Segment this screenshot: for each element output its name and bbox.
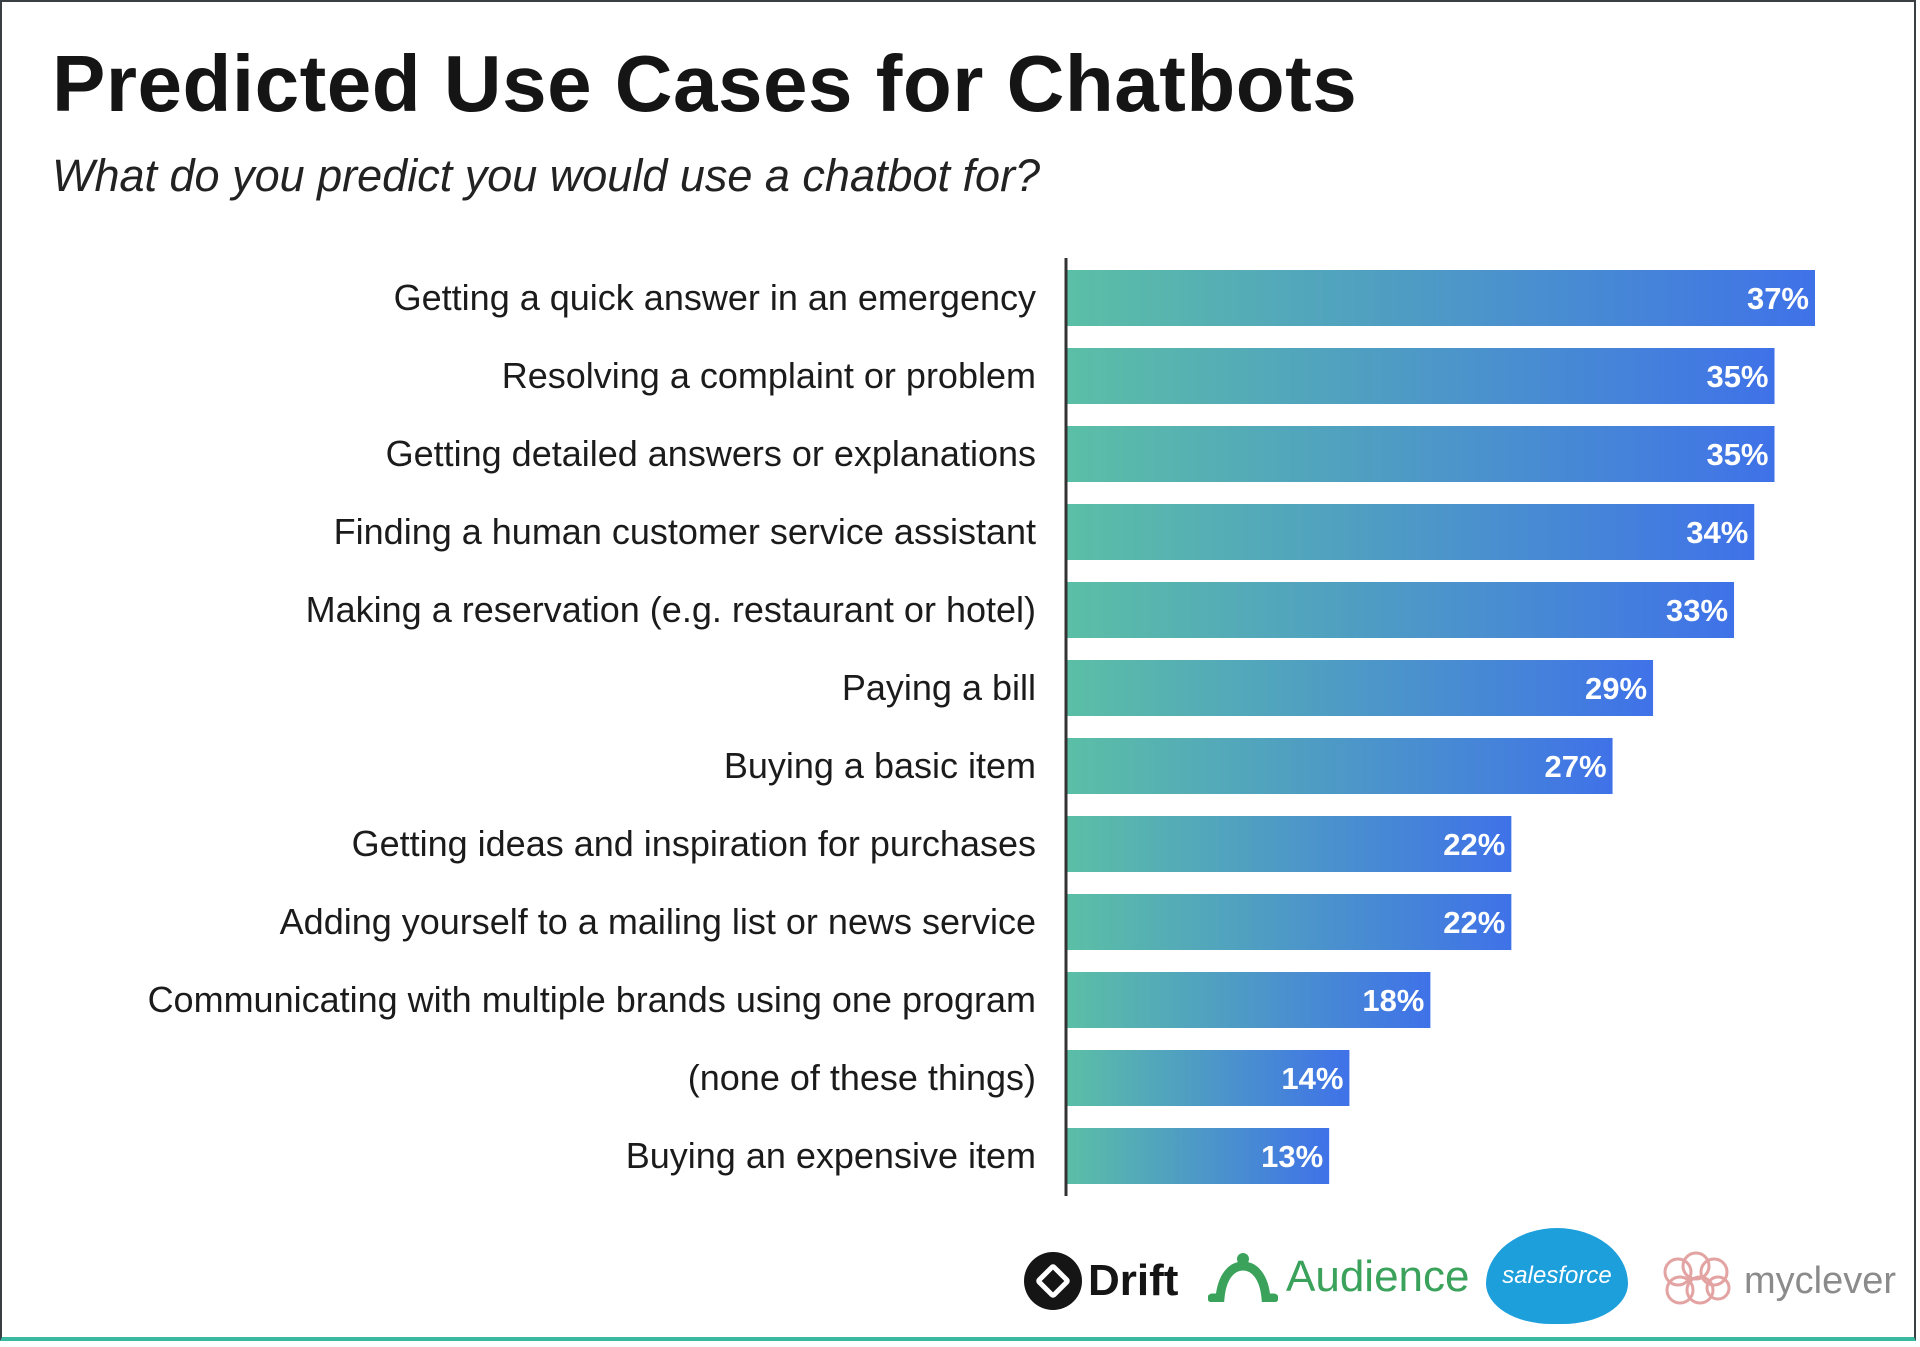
- value-label: 37%: [1747, 281, 1809, 316]
- value-label: 13%: [1261, 1139, 1323, 1174]
- bar: [1066, 660, 1654, 716]
- bar: [1066, 426, 1775, 482]
- value-label: 34%: [1686, 515, 1748, 550]
- value-label: 35%: [1706, 437, 1768, 472]
- value-label: 33%: [1666, 593, 1728, 628]
- category-label: Buying an expensive item: [626, 1135, 1036, 1176]
- drift-logo-icon: [1024, 1252, 1082, 1310]
- category-label: Adding yourself to a mailing list or new…: [280, 901, 1036, 942]
- bar: [1066, 504, 1755, 560]
- audience-logo-icon: [1208, 1253, 1278, 1302]
- bar: [1066, 270, 1815, 326]
- bar: [1066, 894, 1512, 950]
- category-label: Buying a basic item: [724, 745, 1036, 786]
- chart-subtitle: What do you predict you would use a chat…: [52, 150, 1041, 201]
- category-label: Getting detailed answers or explanations: [386, 433, 1036, 474]
- bar-chart: Getting a quick answer in an emergency 37…: [148, 258, 1815, 1196]
- bar: [1066, 738, 1613, 794]
- brain-icon: [1663, 1251, 1731, 1305]
- category-label: Finding a human customer service assista…: [334, 511, 1036, 552]
- value-label: 29%: [1585, 671, 1647, 706]
- salesforce-logo: salesforce: [1486, 1228, 1628, 1324]
- bar: [1066, 972, 1431, 1028]
- myclever-logo-text: myclever: [1744, 1259, 1897, 1302]
- bar: [1066, 1050, 1350, 1106]
- category-label: Getting ideas and inspiration for purcha…: [352, 823, 1036, 864]
- value-label: 22%: [1443, 905, 1505, 940]
- value-label: 22%: [1443, 827, 1505, 862]
- salesforce-logo-text: salesforce: [1502, 1262, 1612, 1289]
- bar: [1066, 1128, 1330, 1184]
- category-label: (none of these things): [688, 1057, 1036, 1098]
- audience-logo: Audience: [1208, 1252, 1469, 1302]
- category-label: Paying a bill: [842, 667, 1036, 708]
- value-label: 18%: [1362, 983, 1424, 1018]
- bar: [1066, 348, 1775, 404]
- drift-logo-text: Drift: [1088, 1256, 1179, 1305]
- category-label: Communicating with multiple brands using…: [148, 979, 1036, 1020]
- chart-title: Predicted Use Cases for Chatbots: [52, 39, 1358, 128]
- salesforce-cloud-icon: salesforce: [1486, 1228, 1628, 1324]
- audience-logo-text: Audience: [1286, 1252, 1470, 1301]
- bar: [1066, 582, 1735, 638]
- value-label: 14%: [1281, 1061, 1343, 1096]
- category-label: Getting a quick answer in an emergency: [394, 277, 1036, 318]
- myclever-logo: myclever: [1656, 1250, 1896, 1312]
- value-label: 35%: [1706, 359, 1768, 394]
- category-label: Making a reservation (e.g. restaurant or…: [306, 589, 1036, 630]
- bar: [1066, 816, 1512, 872]
- category-label: Resolving a complaint or problem: [502, 355, 1036, 396]
- value-label: 27%: [1545, 749, 1607, 784]
- logo-strip: Drift Audience salesforce myclever: [1020, 1228, 1910, 1340]
- drift-logo: Drift: [1024, 1252, 1178, 1310]
